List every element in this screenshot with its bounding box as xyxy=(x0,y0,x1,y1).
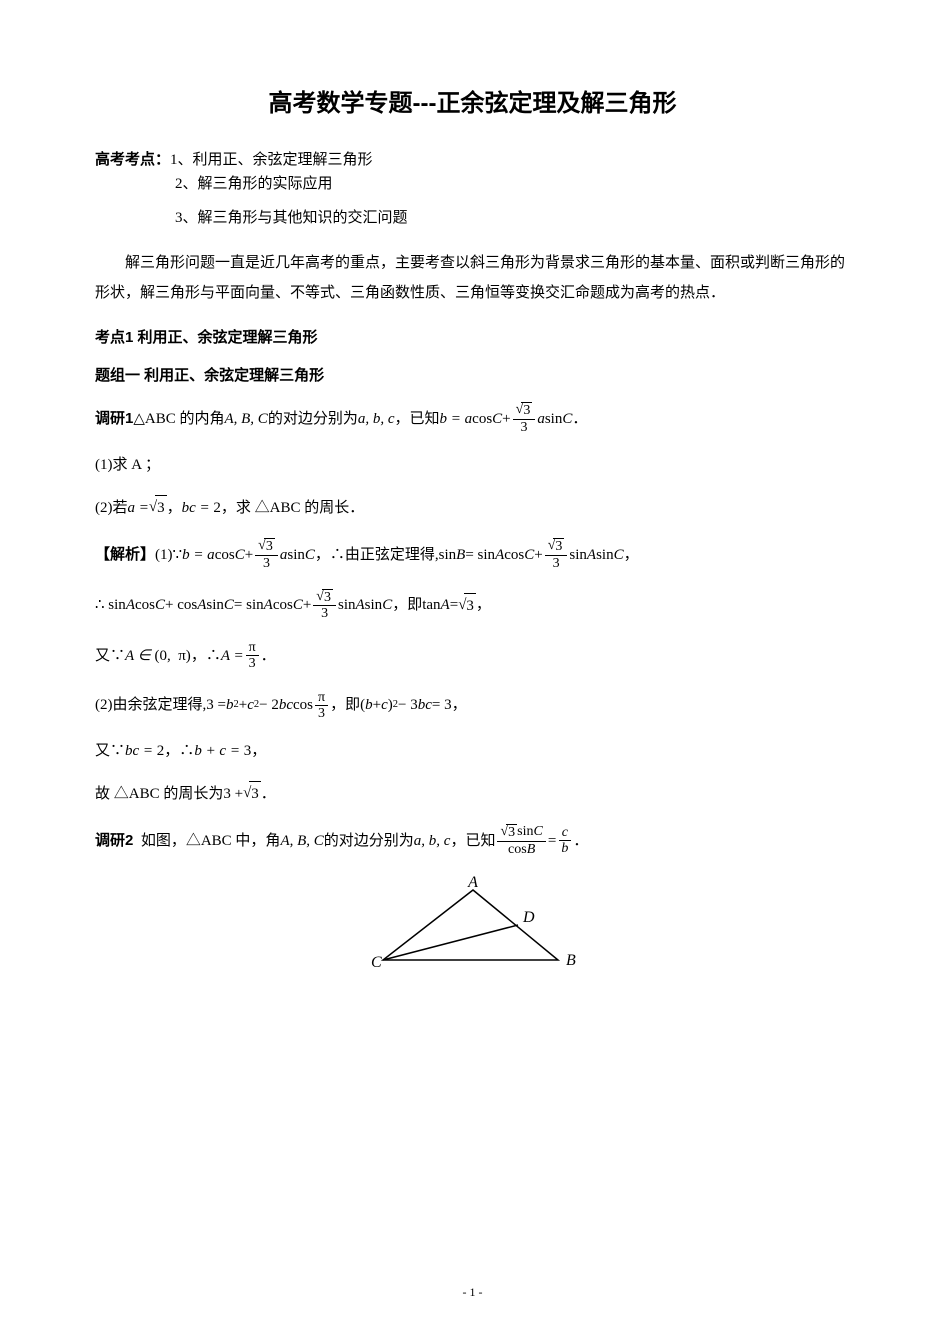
solution-line-5: 又∵ bc = 2 ，∴ b + c = 3 ， xyxy=(95,739,850,763)
formula-sol2b: (b + c)2 − 3bc = 3 xyxy=(360,693,452,717)
math-abc-lower2: a, b, c xyxy=(414,829,451,853)
line-cd xyxy=(383,925,518,960)
sol2-l3-pre: 故 △ABC 的周长为 xyxy=(95,782,223,806)
formula-sol1d: tanA = √3 xyxy=(422,593,476,618)
research-1-post: ，已知 xyxy=(395,407,440,431)
formula-r2: √3sinC cosB = cb xyxy=(495,824,573,857)
solution-line-6: 故 △ABC 的周长为 3 + √3 ． xyxy=(95,781,850,806)
exam-points-block: 高考考点：1、利用正、余弦定理解三角形 2、解三角形的实际应用 3、解三角形与其… xyxy=(95,148,850,230)
solution-line-3: 又∵ A ∈ (0, π) ，∴ A = π3 ． xyxy=(95,640,850,672)
formula-q2b: bc = 2 xyxy=(182,496,221,520)
exam-points-label: 高考考点： xyxy=(95,151,170,168)
question-1: (1)求 A ； xyxy=(95,453,850,477)
research-2-pre: 如图，△ABC 中，角 xyxy=(141,829,281,853)
sol2-l2-post: ， xyxy=(251,739,266,763)
solution-line-1: 【解析】 (1) ∵b = acosC + √33 asinC ，∴由正弦定理得… xyxy=(95,538,850,571)
solution-label: 【解析】 xyxy=(95,543,155,567)
triangle-svg: A B C D xyxy=(363,875,583,985)
formula-sol2d: b + c = 3 xyxy=(194,739,251,763)
period4: ． xyxy=(261,782,276,806)
formula-1: b = acosC + √33 asinC xyxy=(440,402,573,435)
exam-point-3: 3、解三角形与其他知识的交汇问题 xyxy=(175,206,850,230)
formula-sol2a: 3 = b2 + c2 − 2bccos π3 xyxy=(206,690,330,722)
sol2-pre: (2) xyxy=(95,693,113,717)
q2-post: ，求 △ABC 的周长． xyxy=(221,496,364,520)
comma: ， xyxy=(167,496,182,520)
period: ． xyxy=(572,407,587,431)
sol1-txt1: ，∴由正弦定理得, xyxy=(315,543,439,567)
formula-sol1e: A ∈ (0, π) xyxy=(125,644,191,668)
label-c: C xyxy=(371,954,382,971)
sol2-l2-mid: ，∴ xyxy=(164,739,194,763)
exam-point-1: 1、利用正、余弦定理解三角形 xyxy=(170,152,373,168)
research-2-line: 调研2 如图，△ABC 中，角 A, B, C 的对边分别为 a, b, c ，… xyxy=(95,824,850,857)
question-2: (2)若 a = √3 ， bc = 2 ，求 △ABC 的周长． xyxy=(95,495,850,520)
section-header-2: 题组一 利用正、余弦定理解三角形 xyxy=(95,364,850,388)
label-d: D xyxy=(522,909,535,926)
intro-paragraph: 解三角形问题一直是近几年高考的重点，主要考查以斜三角形为背景求三角形的基本量、面… xyxy=(95,248,850,308)
formula-sol2e: 3 + √3 xyxy=(223,781,260,806)
sol1-txt3: ， xyxy=(476,593,491,617)
research-2-mid: 的对边分别为 xyxy=(324,829,414,853)
research-1-mid: 的对边分别为 xyxy=(268,407,358,431)
sol2-txt2: ，即 xyxy=(330,693,360,717)
sol2-txt3: ， xyxy=(452,693,467,717)
formula-sol1b: sinB = sinAcosC + √33 sinAsinC xyxy=(439,538,624,571)
research-1-label: 调研1 xyxy=(95,407,133,431)
sol2-txt1: 由余弦定理得, xyxy=(113,693,207,717)
q2-pre: (2)若 xyxy=(95,496,128,520)
page-number: - 1 - xyxy=(0,1283,945,1302)
sol1-l3-pre: 又∵ xyxy=(95,644,125,668)
formula-sol2c: bc = 2 xyxy=(125,739,164,763)
label-a: A xyxy=(467,875,478,891)
math-abc-lower: a, b, c xyxy=(358,407,395,431)
exam-point-2: 2、解三角形的实际应用 xyxy=(175,172,850,196)
research-1-line: 调研1 △ABC 的内角 A, B, C 的对边分别为 a, b, c ，已知 … xyxy=(95,402,850,435)
research-1-pre: △ABC 的内角 xyxy=(133,407,224,431)
solution-line-4: (2) 由余弦定理得, 3 = b2 + c2 − 2bccos π3 ，即 (… xyxy=(95,690,850,722)
period3: ． xyxy=(261,644,276,668)
formula-q2a: a = √3 xyxy=(128,495,167,520)
period5: ． xyxy=(573,829,588,853)
research-2-label: 调研2 xyxy=(95,829,133,853)
math-abc: A, B, C xyxy=(224,407,267,431)
sol1-txt2: ，即 xyxy=(392,593,422,617)
label-b: B xyxy=(566,952,576,969)
sol1-pre: (1) xyxy=(155,543,173,567)
formula-sol1a: ∵b = acosC + √33 asinC xyxy=(173,538,315,571)
comma2: ， xyxy=(624,543,639,567)
sol1-l3-mid: ，∴ xyxy=(191,644,221,668)
formula-sol1c: ∴ sinAcosC + cosAsinC = sinAcosC + √33 s… xyxy=(95,589,392,622)
research-2-post: ，已知 xyxy=(450,829,495,853)
triangle-diagram: A B C D xyxy=(95,875,850,993)
section-header-1: 考点1 利用正、余弦定理解三角形 xyxy=(95,326,850,350)
sol2-l2-pre: 又∵ xyxy=(95,739,125,763)
math-abc2: A, B, C xyxy=(280,829,323,853)
solution-line-2: ∴ sinAcosC + cosAsinC = sinAcosC + √33 s… xyxy=(95,589,850,622)
page-title: 高考数学专题---正余弦定理及解三角形 xyxy=(95,85,850,123)
formula-sol1f: A = π3 xyxy=(221,640,261,672)
